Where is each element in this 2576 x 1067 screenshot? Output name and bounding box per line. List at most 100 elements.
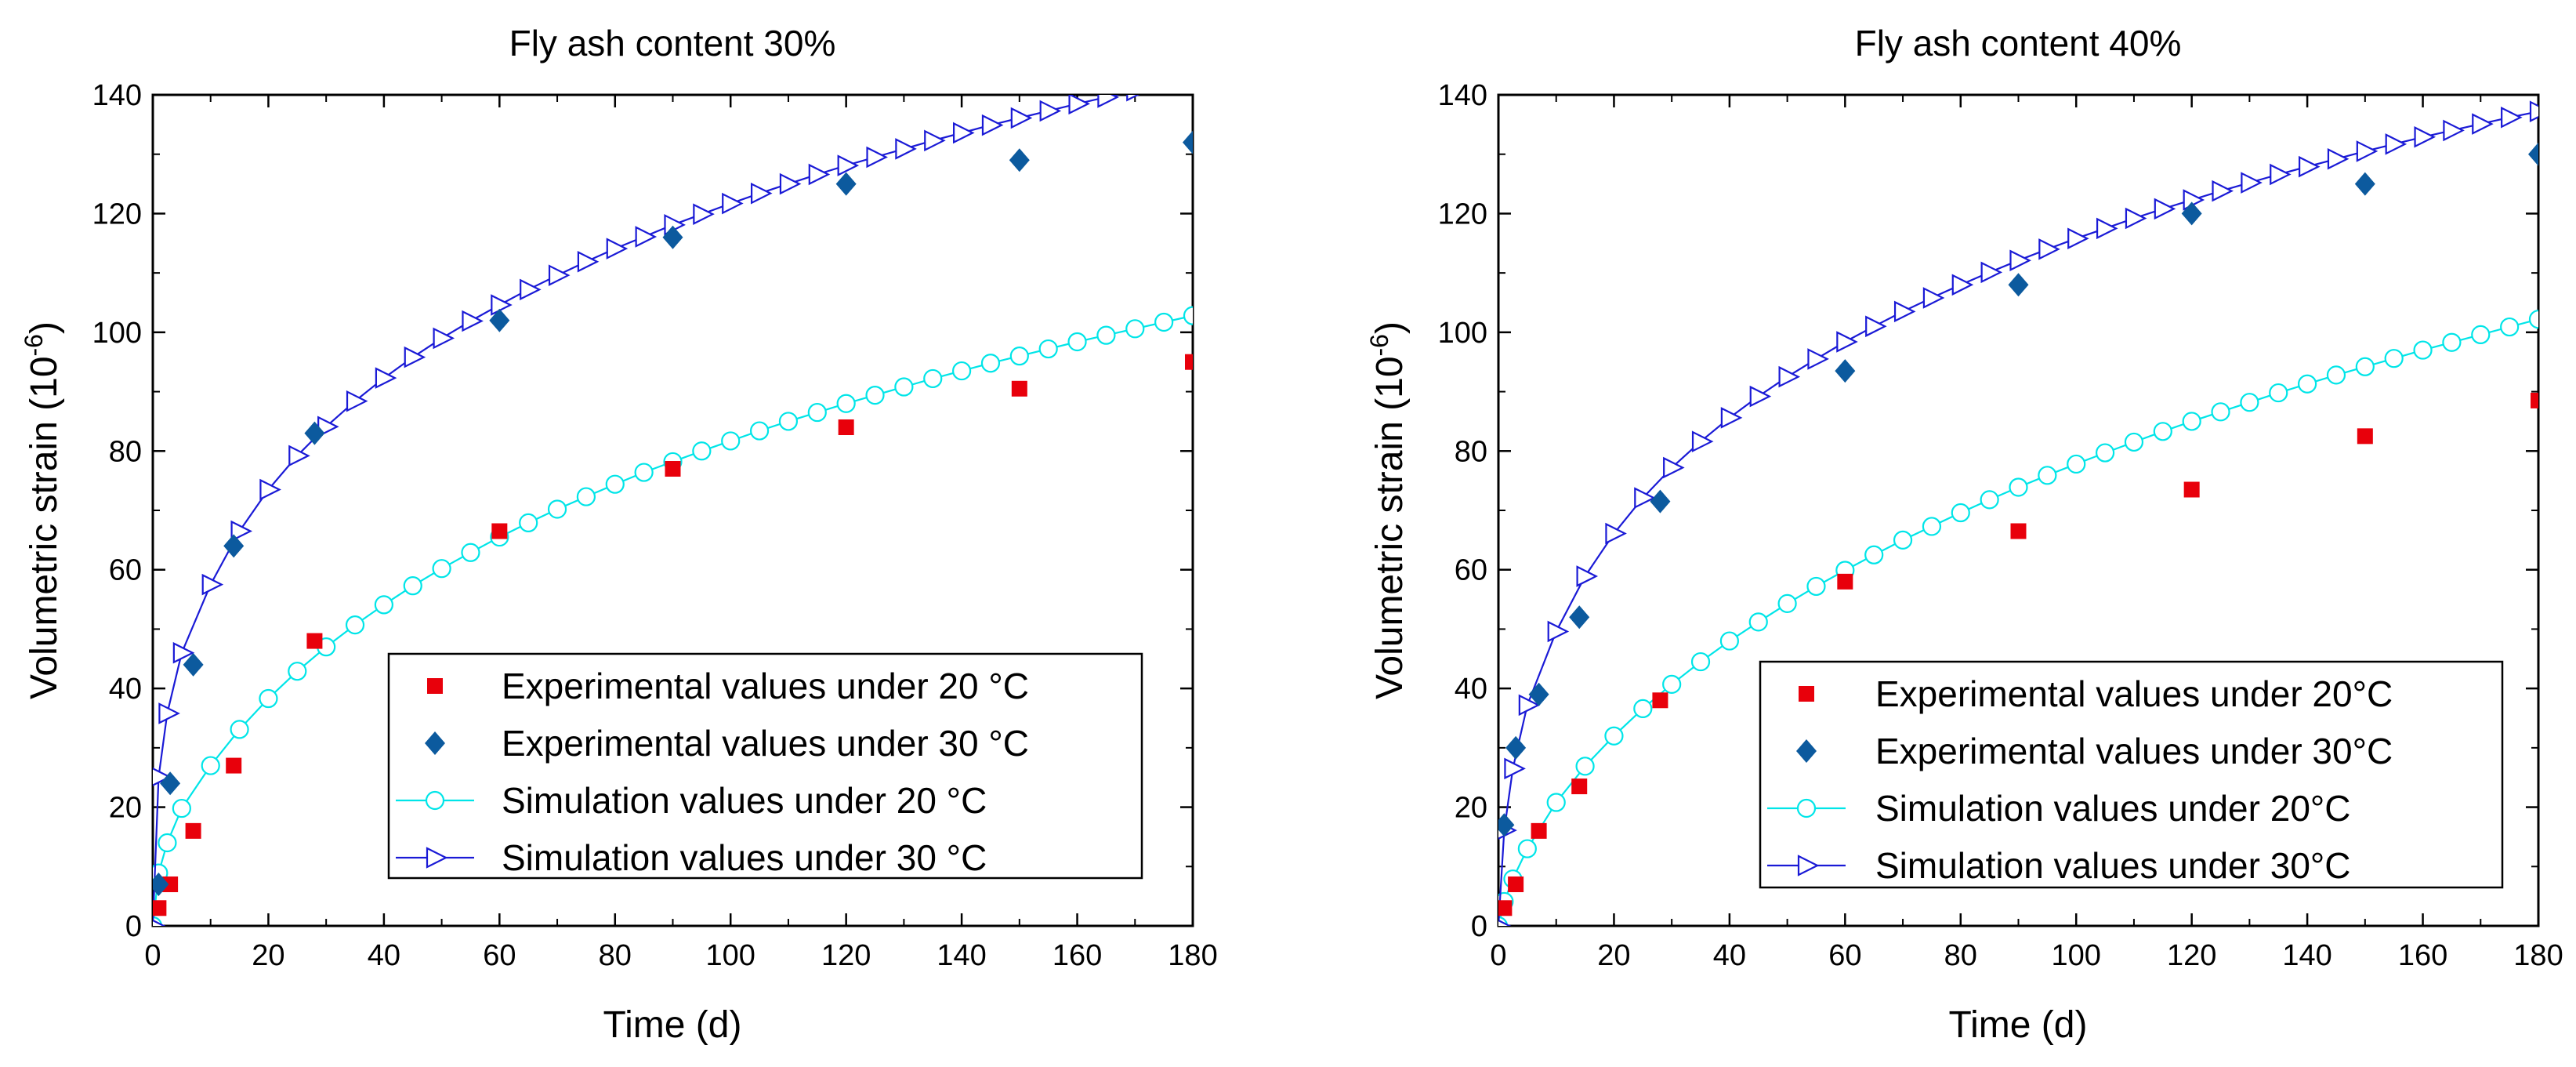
chart-right-series-3-point	[2528, 310, 2538, 329]
chart-left-series-4-point	[158, 702, 180, 724]
chart-right-series-1-point	[1652, 692, 1668, 709]
chart-left-series-2-point	[662, 225, 683, 249]
chart-left-series-3-point	[721, 431, 741, 451]
chart-left-series-4-point	[259, 478, 281, 501]
chart-right-series-4-point	[1807, 348, 1829, 370]
chart-left-series-1-point	[226, 757, 242, 774]
chart-left-series-2-point	[1183, 130, 1193, 154]
chart-left-series-3-point	[692, 441, 712, 461]
chart-left-series-4-point	[433, 327, 455, 350]
chart-left-series-1-point	[665, 461, 681, 477]
chart-right-series-1-point	[1837, 573, 1853, 590]
chart-right-series-2-point	[1528, 682, 1549, 706]
chart-right-series-4-point	[1547, 620, 1570, 643]
chart-right-title: Fly ash content 40%	[1855, 23, 2182, 64]
chart-left-series-2-point	[1009, 148, 1030, 172]
chart-right-series-4-point	[1749, 385, 1772, 408]
chart-right-series-4-point	[1691, 430, 1714, 452]
chart-right-series-3-point	[2240, 393, 2259, 412]
chart-left-legend-entry-3: Simulation values under 20 °C	[396, 780, 987, 821]
chart-left-series-2-point	[304, 421, 325, 445]
chart-left-series-4-point	[288, 445, 310, 467]
chart-right-series-1-point	[2357, 428, 2373, 445]
chart-left-legend: Experimental values under 20 °C Experimen…	[387, 652, 1143, 880]
chart-right-series-1-point	[2183, 481, 2200, 498]
chart-right-series-3-point	[2211, 402, 2230, 422]
chart-right-y-tick-label: 140	[1438, 79, 1487, 112]
chart-left-y-tick-label: 40	[109, 673, 142, 706]
chart-right-y-axis-title-close: )	[1369, 321, 1411, 334]
chart-left-x-tick-label: 140	[937, 939, 986, 972]
chart-right-series-2-point	[1569, 605, 1590, 630]
chart-right-series-1-point	[1571, 778, 1588, 795]
chart-left-series-1-point	[185, 822, 201, 839]
chart-left-legend-label: Simulation values under 20 °C	[502, 780, 987, 821]
chart-left-series-3-point	[836, 394, 856, 413]
chart-left-series-3-point	[923, 368, 943, 389]
chart-left-y-tick-label: 60	[109, 554, 142, 587]
chart-right-series-4-point	[1663, 456, 1685, 479]
chart-right-x-tick-label: 80	[1944, 939, 1977, 972]
chart-left-x-axis-title: Time (d)	[603, 1004, 742, 1046]
chart-left-x-tick-label: 0	[144, 939, 161, 972]
chart-right-series-3-point	[2009, 477, 2028, 497]
chart-right-series-3-point	[2500, 317, 2520, 337]
chart-left-series-4-point	[491, 294, 513, 316]
chart-left-series-3-point	[519, 513, 538, 533]
chart-left-title: Fly ash content 30%	[509, 23, 836, 64]
chart-right-series-4-point	[2299, 155, 2321, 178]
chart-left-series-2-point	[489, 308, 510, 332]
chart-left-series-3-point	[1125, 319, 1145, 339]
chart-right-series-4-point	[2356, 140, 2379, 162]
chart-right-legend-entry-3: Simulation values under 20°C	[1767, 788, 2351, 829]
chart-left-series-3-point	[158, 833, 177, 853]
chart-left-series-4-point	[153, 768, 172, 786]
chart-right-legend-entry-2: Experimental values under 30°C	[1796, 731, 2393, 771]
chart-left-series-3-point	[865, 386, 885, 405]
chart-left-series-1-point	[153, 900, 167, 916]
chart-left-series-3-point	[461, 543, 480, 562]
chart-right-series-2-point	[1505, 735, 1527, 760]
chart-left-series-3-point	[1154, 312, 1174, 332]
chart-left: Fly ash content 30% 0 20 40 60 80 100 120 140 16…	[20, 23, 1218, 1046]
chart-left-plot-area	[153, 95, 1193, 926]
chart-right-series-4-point	[1980, 261, 2003, 284]
chart-right-series-3-point	[2442, 332, 2462, 352]
chart-right-series-3-point	[1748, 612, 1768, 632]
chart-left-series-4-point	[895, 138, 917, 160]
chart-left-series-3	[153, 306, 1193, 926]
chart-right-series-1-point	[1531, 822, 1547, 839]
chart-right-y-tick-label: 60	[1455, 554, 1487, 587]
chart-right-series-3-point	[1980, 490, 1999, 510]
chart-left-series-2-point	[835, 172, 857, 196]
chart-left-series-4-point	[172, 641, 195, 664]
chart-right-series-4-point	[1893, 300, 1916, 323]
chart-right-series-3-point	[1864, 545, 1884, 564]
chart-left-x-tick-label: 180	[1168, 939, 1217, 972]
chart-right-series-3-point	[2413, 340, 2433, 360]
chart-left-series-4-point	[1126, 95, 1140, 102]
chart-right-series-3-point	[1806, 576, 1826, 597]
chart-left-y-axis-title-exponent: -6	[20, 334, 48, 356]
chart-right-series-3-point	[1690, 651, 1711, 672]
chart-right-series-4-point	[1951, 274, 1974, 296]
chart-left-x-tick-label: 40	[368, 939, 400, 972]
chart-right-legend-marker	[1799, 686, 1814, 702]
chart-left-legend-label: Simulation values under 30 °C	[502, 837, 987, 878]
chart-right-y-tick-label: 120	[1438, 198, 1487, 230]
chart-right-legend-box	[1759, 660, 2504, 889]
chart-left-series-4-point	[153, 919, 166, 926]
chart-right-series-4-point	[2009, 249, 2031, 272]
chart-right-series-4-point	[2327, 147, 2350, 170]
chart-left-series-4-point	[866, 146, 888, 169]
chart-right-series-3-point	[1633, 699, 1653, 718]
chart-left-series-2-point	[160, 771, 181, 796]
chart-right-series-1-point	[2010, 523, 2027, 539]
chart-right-x-tick-label: 40	[1713, 939, 1746, 972]
chart-right-legend-marker	[1796, 739, 1817, 763]
chart-left-legend-entry-2: Experimental values under 30 °C	[425, 723, 1029, 764]
chart-left-series-4-point	[606, 238, 629, 259]
chart-right-series-4-point	[2385, 133, 2408, 155]
chart-right-series-1	[1498, 392, 2538, 916]
chart-left-series-4-point	[230, 520, 253, 543]
